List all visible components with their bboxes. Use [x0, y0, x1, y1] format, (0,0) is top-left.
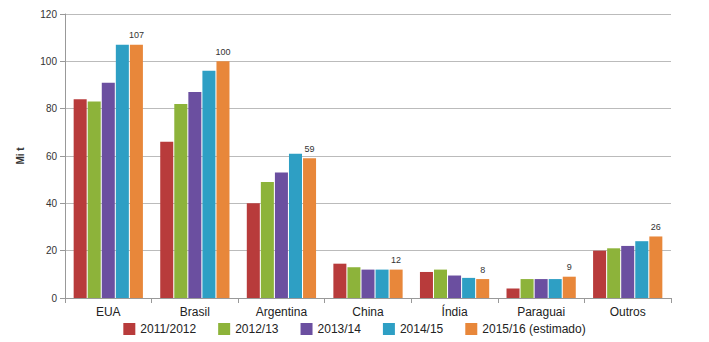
svg-text:80: 80 — [46, 103, 58, 114]
svg-text:Mi t: Mi t — [15, 147, 26, 165]
svg-text:59: 59 — [305, 144, 315, 154]
svg-text:120: 120 — [40, 9, 57, 20]
svg-text:107: 107 — [129, 30, 144, 40]
svg-text:26: 26 — [651, 222, 661, 232]
svg-text:100: 100 — [40, 56, 57, 67]
svg-text:2011/2012: 2011/2012 — [140, 322, 196, 336]
svg-text:Outros: Outros — [610, 305, 646, 319]
svg-text:Argentina: Argentina — [256, 305, 308, 319]
svg-text:8: 8 — [480, 265, 485, 275]
svg-text:EUA: EUA — [96, 305, 121, 319]
svg-text:China: China — [352, 305, 384, 319]
svg-text:0: 0 — [51, 293, 57, 304]
svg-text:Paraguai: Paraguai — [517, 305, 565, 319]
svg-text:12: 12 — [391, 255, 401, 265]
svg-text:9: 9 — [567, 262, 572, 272]
svg-text:2012/13: 2012/13 — [235, 322, 279, 336]
svg-text:60: 60 — [46, 151, 58, 162]
svg-text:Brasil: Brasil — [180, 305, 210, 319]
svg-text:Índia: Índia — [442, 304, 468, 319]
svg-text:2014/15: 2014/15 — [400, 322, 444, 336]
svg-text:2013/14: 2013/14 — [318, 322, 362, 336]
svg-text:20: 20 — [46, 245, 58, 256]
svg-text:100: 100 — [215, 47, 230, 57]
svg-text:2015/16 (estimado): 2015/16 (estimado) — [482, 322, 585, 336]
svg-text:40: 40 — [46, 198, 58, 209]
